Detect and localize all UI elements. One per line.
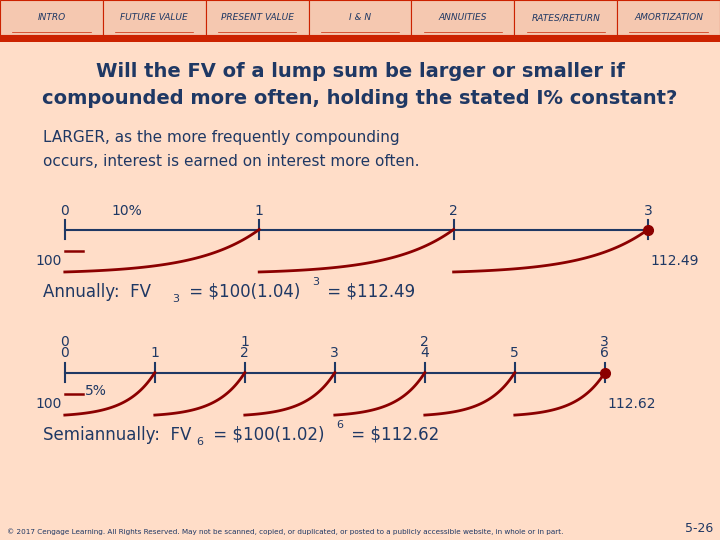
Text: compounded more often, holding the stated I% constant?: compounded more often, holding the state… bbox=[42, 89, 678, 108]
Text: 0: 0 bbox=[60, 346, 69, 360]
Text: I & N: I & N bbox=[349, 13, 371, 22]
Text: AMORTIZATION: AMORTIZATION bbox=[634, 13, 703, 22]
Text: RATES/RETURN: RATES/RETURN bbox=[531, 13, 600, 22]
Text: = $112.49: = $112.49 bbox=[322, 282, 415, 301]
FancyBboxPatch shape bbox=[206, 0, 309, 35]
Text: 3: 3 bbox=[644, 204, 652, 218]
FancyBboxPatch shape bbox=[0, 35, 720, 42]
Text: 6: 6 bbox=[600, 346, 609, 360]
Text: occurs, interest is earned on interest more often.: occurs, interest is earned on interest m… bbox=[43, 154, 420, 169]
Text: 1: 1 bbox=[255, 204, 264, 218]
FancyBboxPatch shape bbox=[617, 0, 720, 35]
Text: 112.49: 112.49 bbox=[651, 254, 699, 268]
Text: 3: 3 bbox=[312, 277, 320, 287]
Text: 5%: 5% bbox=[85, 384, 107, 399]
FancyBboxPatch shape bbox=[514, 0, 617, 35]
FancyBboxPatch shape bbox=[411, 0, 514, 35]
Text: 100: 100 bbox=[35, 397, 62, 411]
Text: 112.62: 112.62 bbox=[608, 397, 656, 411]
Text: 1: 1 bbox=[150, 346, 159, 360]
FancyBboxPatch shape bbox=[103, 0, 206, 35]
Text: 5: 5 bbox=[510, 346, 519, 360]
Text: 2: 2 bbox=[449, 204, 458, 218]
FancyBboxPatch shape bbox=[309, 0, 411, 35]
Text: 3: 3 bbox=[330, 346, 339, 360]
Text: Will the FV of a lump sum be larger or smaller if: Will the FV of a lump sum be larger or s… bbox=[96, 62, 624, 81]
Text: 3: 3 bbox=[172, 294, 179, 303]
Text: INTRO: INTRO bbox=[37, 13, 66, 22]
FancyBboxPatch shape bbox=[0, 0, 103, 35]
Text: 5-26: 5-26 bbox=[685, 522, 713, 535]
Text: 3: 3 bbox=[600, 335, 609, 349]
Text: 0: 0 bbox=[60, 335, 69, 349]
Text: 100: 100 bbox=[35, 254, 62, 268]
Text: © 2017 Cengage Learning. All Rights Reserved. May not be scanned, copied, or dup: © 2017 Cengage Learning. All Rights Rese… bbox=[7, 528, 564, 535]
Text: PRESENT VALUE: PRESENT VALUE bbox=[220, 13, 294, 22]
Text: = $112.62: = $112.62 bbox=[346, 426, 439, 444]
Text: 6: 6 bbox=[197, 437, 204, 447]
Text: 2: 2 bbox=[240, 346, 249, 360]
Text: 10%: 10% bbox=[112, 204, 143, 218]
Text: 6: 6 bbox=[336, 420, 343, 430]
Text: 0: 0 bbox=[60, 204, 69, 218]
Text: 4: 4 bbox=[420, 346, 429, 360]
Text: = $100(1.04): = $100(1.04) bbox=[184, 282, 301, 301]
Text: 2: 2 bbox=[420, 335, 429, 349]
Text: 1: 1 bbox=[240, 335, 249, 349]
Text: Annually:  FV: Annually: FV bbox=[43, 282, 151, 301]
Text: LARGER, as the more frequently compounding: LARGER, as the more frequently compoundi… bbox=[43, 130, 400, 145]
Text: ANNUITIES: ANNUITIES bbox=[438, 13, 487, 22]
Text: = $100(1.02): = $100(1.02) bbox=[208, 426, 325, 444]
Text: FUTURE VALUE: FUTURE VALUE bbox=[120, 13, 188, 22]
Text: Semiannually:  FV: Semiannually: FV bbox=[43, 426, 192, 444]
